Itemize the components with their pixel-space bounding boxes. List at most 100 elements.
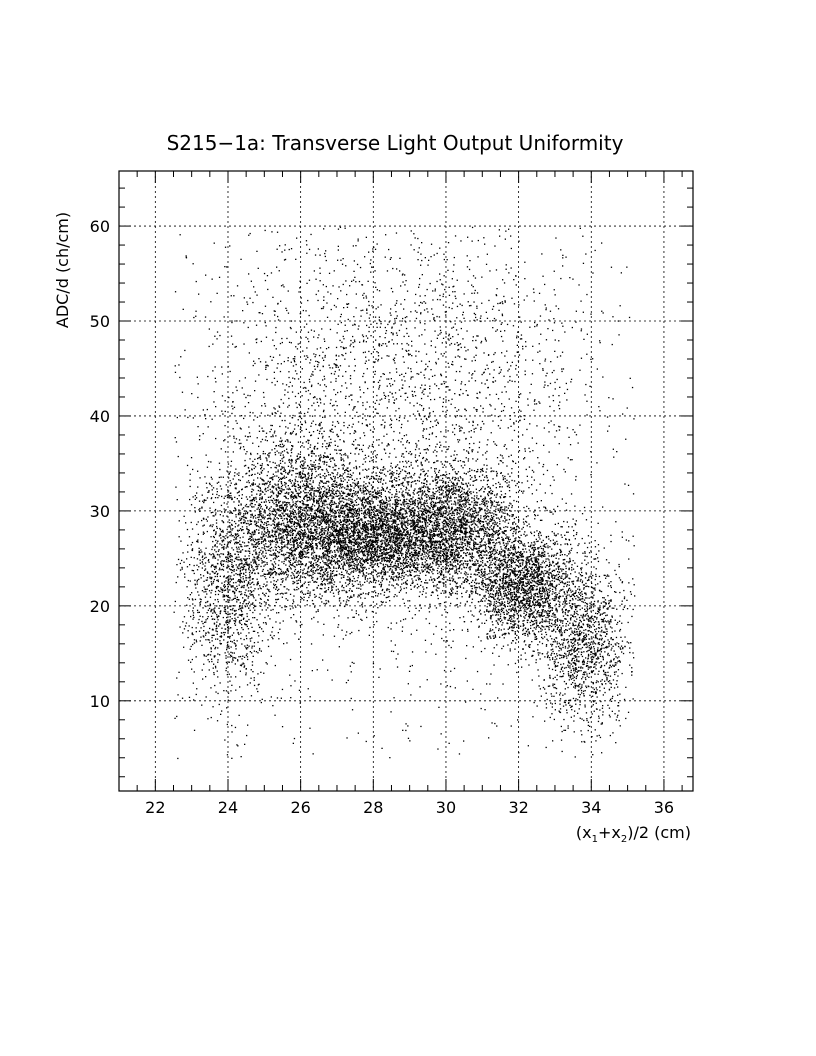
data-point (258, 508, 260, 511)
data-point (463, 432, 465, 434)
data-point (322, 560, 324, 562)
data-point (337, 588, 339, 590)
data-point (566, 584, 569, 586)
data-point (538, 614, 540, 616)
data-point (485, 591, 487, 593)
data-point (582, 552, 584, 554)
data-point (398, 567, 400, 569)
data-point (221, 544, 223, 546)
data-point (212, 612, 214, 614)
data-point (336, 526, 338, 528)
data-point (483, 518, 485, 520)
data-point (471, 449, 473, 451)
data-point (443, 505, 445, 507)
data-point (506, 479, 508, 481)
data-point (313, 529, 316, 531)
data-point (219, 640, 221, 642)
data-point (531, 577, 533, 579)
data-point (374, 402, 376, 404)
data-point (266, 663, 268, 665)
data-point (324, 547, 326, 549)
data-point (453, 514, 455, 516)
data-point (352, 346, 355, 348)
data-point (423, 388, 425, 390)
data-point (523, 588, 525, 590)
data-point (423, 374, 425, 376)
data-point (418, 414, 420, 416)
data-point (575, 621, 577, 623)
data-point (425, 509, 427, 512)
data-point (502, 645, 505, 647)
data-point (440, 488, 442, 490)
data-point (276, 556, 278, 558)
data-point (300, 302, 303, 304)
data-point (357, 519, 360, 522)
data-point (596, 735, 598, 737)
data-point (292, 557, 294, 560)
data-point (367, 559, 369, 561)
data-point (496, 525, 499, 527)
data-point (198, 439, 201, 441)
data-point (441, 560, 443, 562)
data-point (468, 536, 471, 538)
data-point (528, 607, 530, 609)
data-point (398, 467, 400, 469)
data-point (436, 577, 439, 579)
data-point (218, 276, 221, 278)
data-point (555, 578, 557, 580)
data-point (187, 636, 189, 639)
data-point (195, 497, 198, 499)
data-point (332, 508, 334, 510)
data-point (493, 637, 495, 639)
data-point (517, 659, 519, 661)
data-point (328, 465, 330, 467)
data-point (309, 535, 311, 537)
data-point (503, 295, 505, 298)
data-point (522, 492, 524, 494)
data-point (211, 548, 213, 551)
data-point (233, 657, 236, 659)
data-point (397, 515, 399, 517)
data-point (222, 521, 224, 523)
data-point (301, 368, 303, 370)
data-point (410, 525, 412, 527)
data-point (568, 602, 571, 604)
data-point (497, 564, 499, 566)
data-point (292, 550, 294, 553)
data-point (310, 489, 312, 491)
data-point (337, 538, 340, 540)
data-point (233, 639, 235, 641)
data-point (238, 520, 240, 522)
data-point (343, 513, 345, 515)
data-point (424, 323, 426, 325)
data-point (482, 524, 485, 526)
data-point (353, 407, 355, 410)
data-point (404, 529, 406, 531)
data-point (570, 645, 573, 647)
data-point (572, 677, 574, 679)
data-point (553, 543, 556, 546)
data-point (393, 535, 395, 537)
data-point (307, 408, 310, 410)
data-point (321, 511, 323, 513)
data-point (400, 470, 402, 473)
data-point (264, 489, 266, 491)
data-point (522, 648, 524, 650)
data-point (497, 398, 500, 400)
data-point (547, 654, 549, 657)
data-point (521, 528, 523, 530)
data-point (477, 519, 479, 521)
data-point (488, 600, 490, 602)
data-point (417, 410, 419, 412)
data-point (616, 680, 618, 682)
data-point (385, 395, 387, 398)
data-point (402, 513, 404, 515)
data-point (419, 686, 421, 688)
data-point (274, 454, 277, 456)
data-point (606, 678, 608, 680)
data-point (255, 566, 257, 568)
data-point (274, 314, 276, 316)
data-point (416, 444, 418, 446)
data-point (392, 519, 394, 521)
data-point (388, 525, 390, 527)
